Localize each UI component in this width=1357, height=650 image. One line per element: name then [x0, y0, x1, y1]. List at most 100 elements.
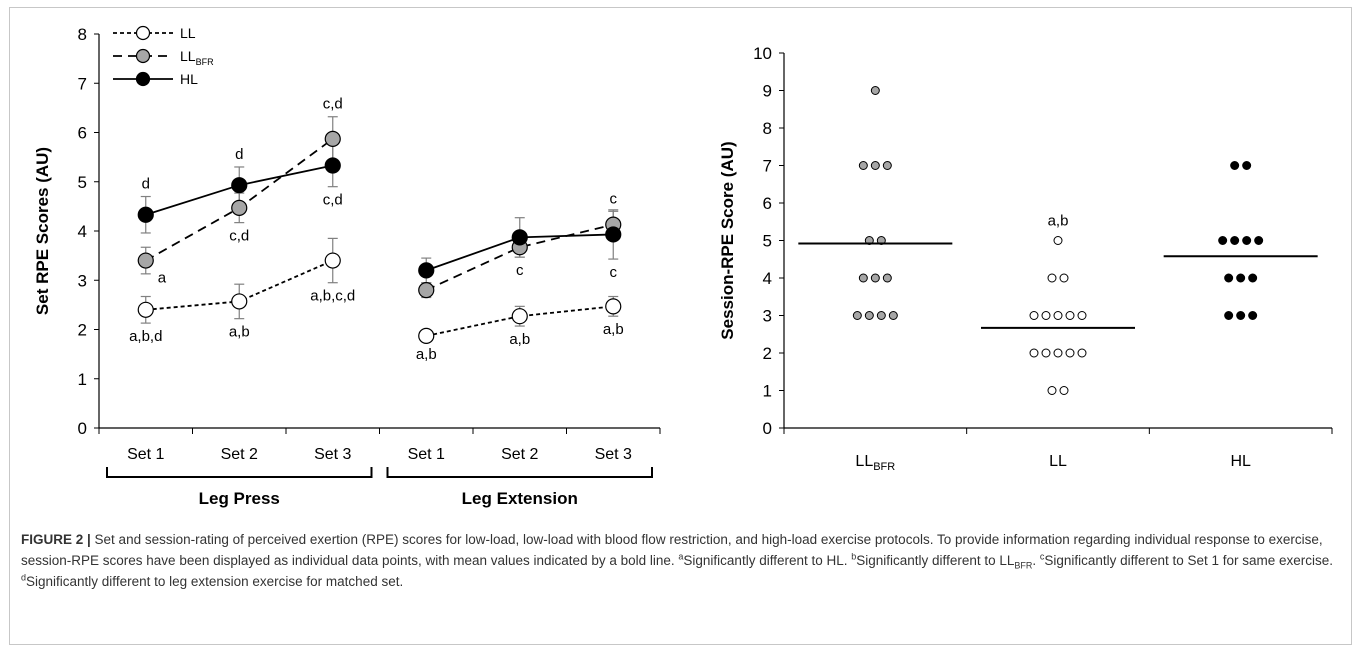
group-bracket	[106, 467, 373, 478]
y-tick-label: 8	[763, 119, 772, 138]
data-point-LLBFR	[858, 273, 868, 283]
note-b-sub: BFR	[1014, 560, 1033, 571]
data-point-LLBFR	[231, 199, 248, 216]
y-tick-label: 2	[763, 344, 772, 363]
significance-label: c	[610, 264, 618, 281]
set-rpe-chart: 0 1 2 3 4 5 6 7 8 Set RPE Scores (AU) Set 1 Set 2 Se…	[33, 25, 661, 508]
group-bracket	[386, 467, 653, 478]
data-point-LL	[418, 327, 435, 345]
data-point-LL	[1065, 311, 1075, 320]
data-point-HL	[1218, 236, 1228, 245]
significance-label: a,b	[603, 321, 624, 338]
data-point-HL	[1236, 311, 1246, 320]
significance-label: a,b,d	[129, 328, 162, 345]
y-tick-label: 7	[78, 74, 87, 93]
data-point-LL	[1047, 273, 1057, 283]
legend-label-LL: LL	[180, 25, 196, 41]
series-line-LLBFR	[425, 223, 614, 291]
significance-label: c,d	[323, 96, 343, 113]
significance-label: d	[142, 176, 150, 193]
data-point-LLBFR	[852, 311, 862, 320]
data-point-LL	[1053, 348, 1063, 358]
data-point-HL	[1230, 236, 1240, 245]
data-point-HL	[1224, 273, 1234, 283]
note-a: Significantly different to HL.	[683, 553, 852, 568]
data-point-LLBFR	[858, 161, 868, 170]
data-point-LLBFR	[870, 86, 880, 95]
significance-label: a,b	[509, 331, 530, 348]
data-point-LL	[511, 308, 528, 325]
y-axis-title: Session-RPE Score (AU)	[718, 141, 737, 339]
x-tick-label: Set 2	[221, 446, 258, 463]
data-point-LLBFR	[870, 273, 880, 283]
x-tick-label: Set 3	[314, 446, 351, 463]
significance-label: a,b,c,d	[310, 288, 355, 305]
data-point-HL	[1224, 311, 1234, 320]
note-d: Significantly different to leg extension…	[26, 574, 404, 589]
data-point-LL	[1059, 386, 1069, 395]
y-tick-label: 3	[78, 271, 87, 290]
note-a-mark: a	[678, 551, 684, 562]
data-point-HL	[1254, 236, 1264, 245]
y-tick-label: 4	[763, 269, 772, 288]
data-point-LLBFR	[870, 161, 880, 170]
x-tick-label: Set 2	[501, 446, 538, 463]
data-point-LL	[1059, 273, 1069, 283]
data-point-LLBFR	[137, 252, 154, 269]
y-axis-title: Set RPE Scores (AU)	[33, 147, 52, 315]
figure-frame	[9, 7, 1352, 645]
y-tick-label: 2	[78, 321, 87, 340]
data-point-LL	[1041, 311, 1051, 320]
data-point-LL	[605, 298, 622, 315]
y-tick-label: 1	[78, 370, 87, 389]
data-point-LL	[1047, 386, 1057, 395]
data-point-HL	[1242, 161, 1252, 170]
data-point-LLBFR	[882, 273, 892, 283]
legend-label-LLBFR: LLBFR	[180, 48, 214, 67]
figure-label: FIGURE 2 |	[21, 532, 91, 547]
note-b-end: .	[1032, 553, 1040, 568]
significance-label: a,b	[416, 346, 437, 363]
data-point-LL	[1077, 348, 1087, 358]
y-tick-label: 0	[78, 419, 87, 438]
data-point-HL	[418, 262, 435, 279]
data-point-LL	[137, 301, 154, 318]
data-point-LL	[231, 293, 248, 310]
data-point-LL	[1065, 348, 1075, 358]
data-point-HL	[605, 226, 622, 243]
data-point-LL	[1029, 311, 1039, 320]
note-c-mark: c	[1039, 551, 1045, 562]
significance-label: d	[235, 146, 243, 163]
y-tick-label: 7	[763, 157, 772, 176]
y-tick-label: 3	[763, 307, 772, 326]
data-point-LLBFR	[418, 282, 435, 299]
y-tick-label: 5	[763, 232, 772, 251]
y-tick-label: 6	[78, 124, 87, 143]
data-point-LL	[1053, 236, 1063, 245]
y-tick-label: 0	[763, 419, 772, 438]
legend-marker-HL	[135, 71, 151, 87]
data-point-LL	[1053, 311, 1063, 320]
x-tick-label: Set 3	[595, 446, 632, 463]
y-tick-label: 9	[763, 82, 772, 101]
caption-text: Set and session-rating of perceived exer…	[21, 532, 1323, 568]
data-point-HL	[1242, 236, 1252, 245]
x-tick-label: Set 1	[408, 446, 445, 463]
data-point-HL	[231, 177, 248, 194]
legend-marker-LL	[135, 25, 151, 41]
group-label: Leg Extension	[462, 489, 578, 508]
x-tick-label: HL	[1230, 453, 1251, 470]
data-point-HL	[1230, 161, 1240, 170]
note-b-mark: b	[851, 551, 857, 562]
data-point-LLBFR	[882, 161, 892, 170]
legend-label-HL: HL	[180, 71, 198, 87]
data-point-HL	[1248, 273, 1258, 283]
legend-marker-LLBFR	[135, 48, 151, 64]
data-point-LL	[1077, 311, 1087, 320]
data-point-HL	[137, 206, 154, 223]
note-c: Significantly different to Set 1 for sam…	[1044, 553, 1334, 568]
significance-label: c	[610, 190, 618, 207]
significance-label: c,d	[229, 228, 249, 245]
figure-caption: FIGURE 2 | Set and session-rating of per…	[21, 529, 1339, 592]
y-tick-label: 4	[78, 222, 87, 241]
